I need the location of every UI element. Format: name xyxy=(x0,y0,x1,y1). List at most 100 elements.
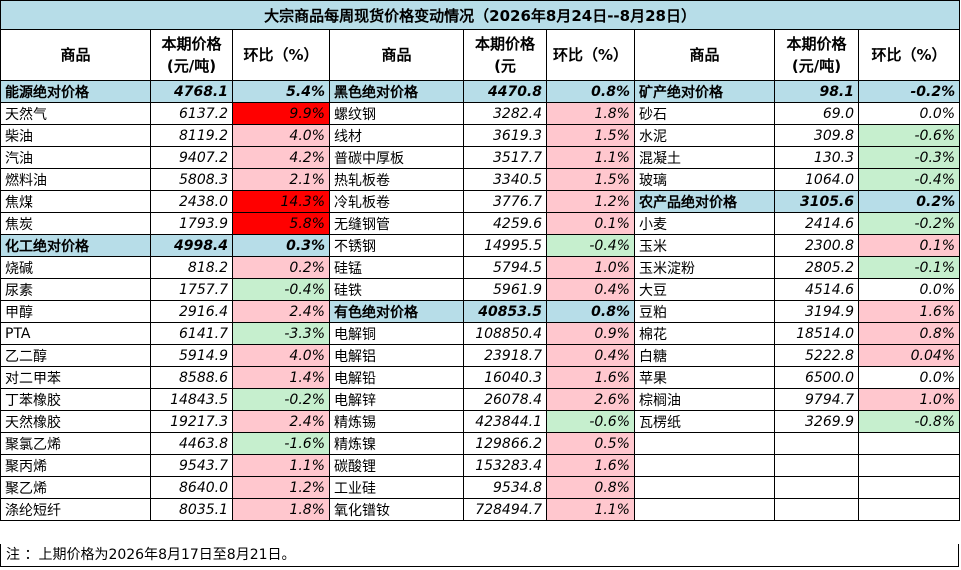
group-name: 能源绝对价格 xyxy=(0,80,151,103)
group-name: 化工绝对价格 xyxy=(0,234,151,257)
commodity-name: 氧化镨钕 xyxy=(329,498,464,521)
change-cell: -0.2% xyxy=(857,80,961,103)
price-cell: 4259.6 xyxy=(463,212,547,235)
table-row: 化工绝对价格 4998.4 0.3% 不锈钢 14995.5 -0.4% 玉米 2300.8 0… xyxy=(0,234,961,257)
change-cell: 0.0% xyxy=(857,102,961,125)
change-cell: 0.5% xyxy=(546,432,635,455)
commodity-name: 棉花 xyxy=(634,322,775,345)
commodity-name: 聚氯乙烯 xyxy=(0,432,151,455)
commodity-name: 焦煤 xyxy=(0,190,151,213)
price-cell: 69.0 xyxy=(774,102,859,125)
group-name: 黑色绝对价格 xyxy=(329,80,464,103)
header-change: 环比（%） xyxy=(857,29,961,81)
empty-cell xyxy=(857,454,961,477)
header-price: 本期价格 (元/吨) xyxy=(150,29,233,81)
empty-cell xyxy=(634,454,775,477)
change-cell: 0.8% xyxy=(546,476,635,499)
price-cell: 3282.4 xyxy=(463,102,547,125)
change-cell: 1.0% xyxy=(857,388,961,411)
commodity-name: 精炼镍 xyxy=(329,432,464,455)
commodity-name: 瓦楞纸 xyxy=(634,410,775,433)
header-name: 商品 xyxy=(0,29,151,81)
commodity-name: 工业硅 xyxy=(329,476,464,499)
group-name: 矿产绝对价格 xyxy=(634,80,775,103)
commodity-name: 柴油 xyxy=(0,124,151,147)
commodity-name: 甲醇 xyxy=(0,300,151,323)
empty-cell xyxy=(634,476,775,499)
table-row: 燃料油 5808.3 2.1% 热轧板卷 3340.5 1.5% 玻璃 1064.0 -0.4% xyxy=(0,168,961,191)
table-row: 丁苯橡胶 14843.5 -0.2% 电解锌 26078.4 2.6% 棕榈油 9794.7 1… xyxy=(0,388,961,411)
price-cell: 130.3 xyxy=(774,146,859,169)
price-cell: 108850.4 xyxy=(463,322,547,345)
table-row: 焦煤 2438.0 14.3% 冷轧板卷 3776.7 1.2% 农产品绝对价格 3105.6… xyxy=(0,190,961,213)
header-price: 本期价格 (元 xyxy=(463,29,547,81)
commodity-name: 不锈钢 xyxy=(329,234,464,257)
commodity-name: 对二甲苯 xyxy=(0,366,151,389)
change-cell: 5.4% xyxy=(232,80,330,103)
change-cell: 2.1% xyxy=(232,168,330,191)
change-cell: -0.6% xyxy=(857,124,961,147)
price-cell: 3194.9 xyxy=(774,300,859,323)
price-cell: 18514.0 xyxy=(774,322,859,345)
commodity-name: 棕榈油 xyxy=(634,388,775,411)
price-cell: 4998.4 xyxy=(150,234,233,257)
price-cell: 8035.1 xyxy=(150,498,233,521)
change-cell: 5.8% xyxy=(232,212,330,235)
price-cell: 9794.7 xyxy=(774,388,859,411)
table-row: 能源绝对价格 4768.1 5.4% 黑色绝对价格 4470.8 0.8% 矿产绝对价格 98… xyxy=(0,80,961,103)
price-cell: 309.8 xyxy=(774,124,859,147)
change-cell: -0.2% xyxy=(232,388,330,411)
change-cell: 4.0% xyxy=(232,344,330,367)
change-cell: 1.1% xyxy=(546,146,635,169)
table-row: 焦炭 1793.9 5.8% 无缝钢管 4259.6 0.1% 小麦 2414.6 -0.2% xyxy=(0,212,961,235)
empty-cell xyxy=(634,432,775,455)
table-row: 聚氯乙烯 4463.8 -1.6% 精炼镍 129866.2 0.5% xyxy=(0,432,961,455)
change-cell: 1.8% xyxy=(232,498,330,521)
commodity-name: 汽油 xyxy=(0,146,151,169)
commodity-name: 硅锰 xyxy=(329,256,464,279)
change-cell: 1.5% xyxy=(546,168,635,191)
price-cell: 3269.9 xyxy=(774,410,859,433)
commodity-name: 电解铜 xyxy=(329,322,464,345)
empty-cell xyxy=(774,432,859,455)
change-cell: 0.4% xyxy=(546,278,635,301)
change-cell: 1.1% xyxy=(546,498,635,521)
header-name: 商品 xyxy=(329,29,464,81)
price-cell: 19217.3 xyxy=(150,410,233,433)
price-cell: 98.1 xyxy=(774,80,859,103)
price-cell: 1064.0 xyxy=(774,168,859,191)
change-cell: 0.8% xyxy=(857,322,961,345)
price-cell: 3105.6 xyxy=(774,190,859,213)
price-cell: 6137.2 xyxy=(150,102,233,125)
change-cell: 1.1% xyxy=(232,454,330,477)
table-row: 乙二醇 5914.9 4.0% 电解铝 23918.7 0.4% 白糖 5222.8 0.04% xyxy=(0,344,961,367)
price-cell: 3619.3 xyxy=(463,124,547,147)
change-cell: 4.0% xyxy=(232,124,330,147)
change-cell: -0.4% xyxy=(232,278,330,301)
price-cell: 8588.6 xyxy=(150,366,233,389)
price-cell: 14995.5 xyxy=(463,234,547,257)
commodity-name: 小麦 xyxy=(634,212,775,235)
price-cell: 23918.7 xyxy=(463,344,547,367)
change-cell: -0.3% xyxy=(857,146,961,169)
change-cell: 0.1% xyxy=(546,212,635,235)
header-row: 商品 本期价格 (元/吨) 环比（%） 商品 本期价格 (元 环比（%） 商品 … xyxy=(0,29,961,81)
change-cell: -0.6% xyxy=(546,410,635,433)
commodity-name: 燃料油 xyxy=(0,168,151,191)
empty-cell xyxy=(857,432,961,455)
price-cell: 14843.5 xyxy=(150,388,233,411)
change-cell: -1.6% xyxy=(232,432,330,455)
change-cell: 1.5% xyxy=(546,124,635,147)
change-cell: 1.6% xyxy=(546,366,635,389)
empty-cell xyxy=(774,454,859,477)
price-table: 大宗商品每周现货价格变动情况（2026年8月24日--8月28日） 商品 本期价… xyxy=(0,0,961,521)
price-cell: 153283.4 xyxy=(463,454,547,477)
commodity-name: 聚乙烯 xyxy=(0,476,151,499)
table-row: 天然橡胶 19217.3 2.4% 精炼锡 423844.1 -0.6% 瓦楞纸 3269.9… xyxy=(0,410,961,433)
price-cell: 5961.9 xyxy=(463,278,547,301)
price-cell: 1793.9 xyxy=(150,212,233,235)
price-cell: 2438.0 xyxy=(150,190,233,213)
commodity-name: 白糖 xyxy=(634,344,775,367)
price-cell: 1757.7 xyxy=(150,278,233,301)
